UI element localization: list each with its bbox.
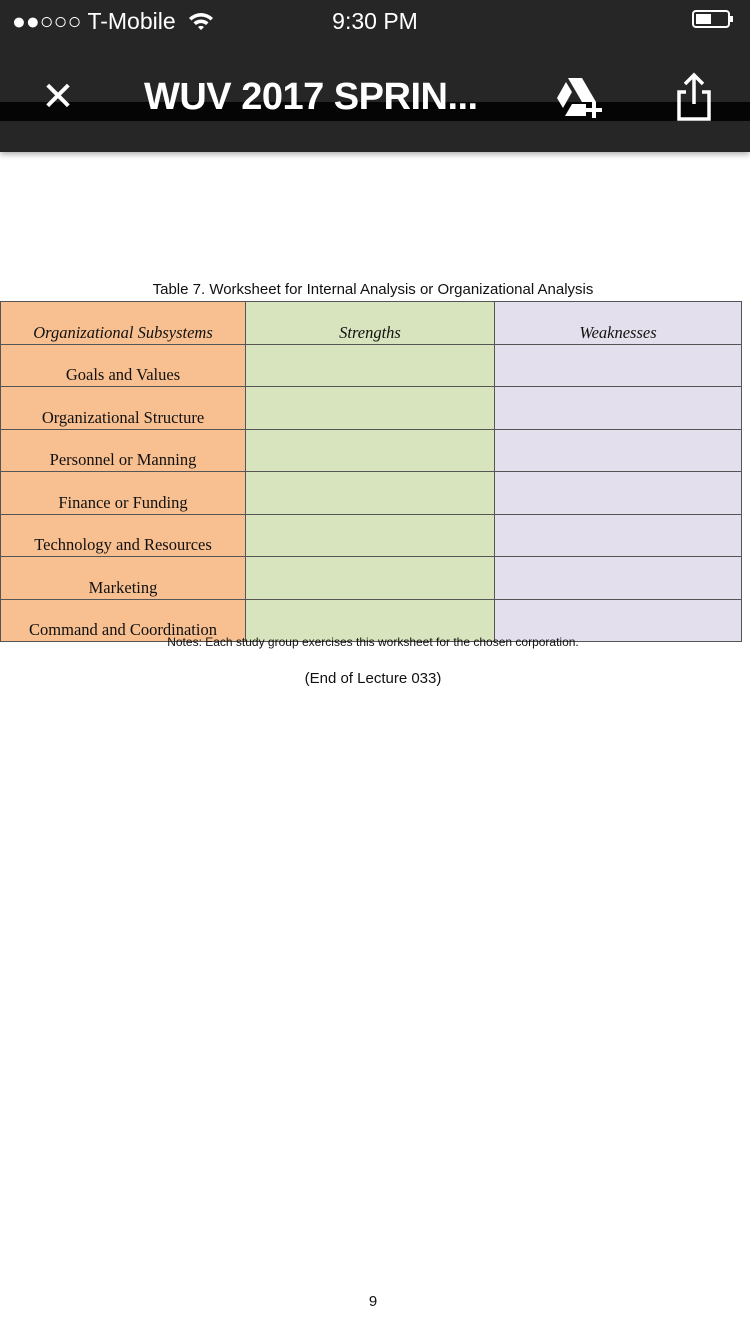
header-strengths: Strengths — [245, 301, 495, 345]
top-bar: ●●○○○ T-Mobile 9:30 PM ✕ WUV 2017 SPRIN.… — [0, 0, 750, 152]
carrier: ●●○○○ T-Mobile — [12, 6, 214, 36]
table-row: Personnel or Manning — [0, 428, 742, 472]
weaknesses-cell — [494, 428, 742, 472]
page-number: 9 — [368, 1293, 378, 1310]
weaknesses-cell — [494, 471, 742, 515]
weaknesses-cell — [494, 556, 742, 600]
signal-icon: ●●○○○ — [12, 8, 82, 34]
subsystem-cell: Organizational Structure — [0, 386, 246, 430]
strengths-cell — [245, 343, 495, 387]
end-of-lecture: (End of Lecture 033) — [304, 670, 442, 687]
weaknesses-cell — [494, 598, 742, 642]
subsystem-cell: Technology and Resources — [0, 513, 246, 557]
close-button[interactable]: ✕ — [41, 75, 75, 119]
strengths-cell — [245, 428, 495, 472]
worksheet-table: Organizational Subsystems Strengths Weak… — [0, 301, 742, 642]
table-row: Goals and Values — [0, 343, 742, 387]
share-icon[interactable] — [674, 72, 714, 122]
table-header-row: Organizational Subsystems Strengths Weak… — [0, 301, 742, 345]
strengths-cell — [245, 513, 495, 557]
weaknesses-cell — [494, 386, 742, 430]
carrier-name: T-Mobile — [87, 8, 176, 34]
weaknesses-cell — [494, 343, 742, 387]
table-row: Technology and Resources — [0, 513, 742, 557]
table-row: Marketing — [0, 556, 742, 600]
weaknesses-cell — [494, 513, 742, 557]
table-row: Command and Coordination — [0, 598, 742, 642]
document-title: WUV 2017 SPRIN... — [144, 76, 478, 118]
table-caption: Table 7. Worksheet for Internal Analysis… — [152, 281, 594, 298]
subsystem-cell: Personnel or Manning — [0, 428, 246, 472]
subsystem-cell: Marketing — [0, 556, 246, 600]
strengths-cell — [245, 598, 495, 642]
strengths-cell — [245, 471, 495, 515]
table-notes: Notes: Each study group exercises this w… — [167, 635, 579, 649]
add-to-drive-icon[interactable] — [556, 76, 606, 120]
subsystem-cell: Goals and Values — [0, 343, 246, 387]
header-subsystems: Organizational Subsystems — [0, 301, 246, 345]
subsystem-cell: Command and Coordination — [0, 598, 246, 642]
subsystem-cell: Finance or Funding — [0, 471, 246, 515]
wifi-icon — [189, 13, 214, 30]
battery-icon — [692, 10, 733, 28]
header-weaknesses: Weaknesses — [494, 301, 742, 345]
strengths-cell — [245, 556, 495, 600]
table-row: Finance or Funding — [0, 471, 742, 515]
clock: 9:30 PM — [332, 8, 418, 34]
strengths-cell — [245, 386, 495, 430]
table-row: Organizational Structure — [0, 386, 742, 430]
